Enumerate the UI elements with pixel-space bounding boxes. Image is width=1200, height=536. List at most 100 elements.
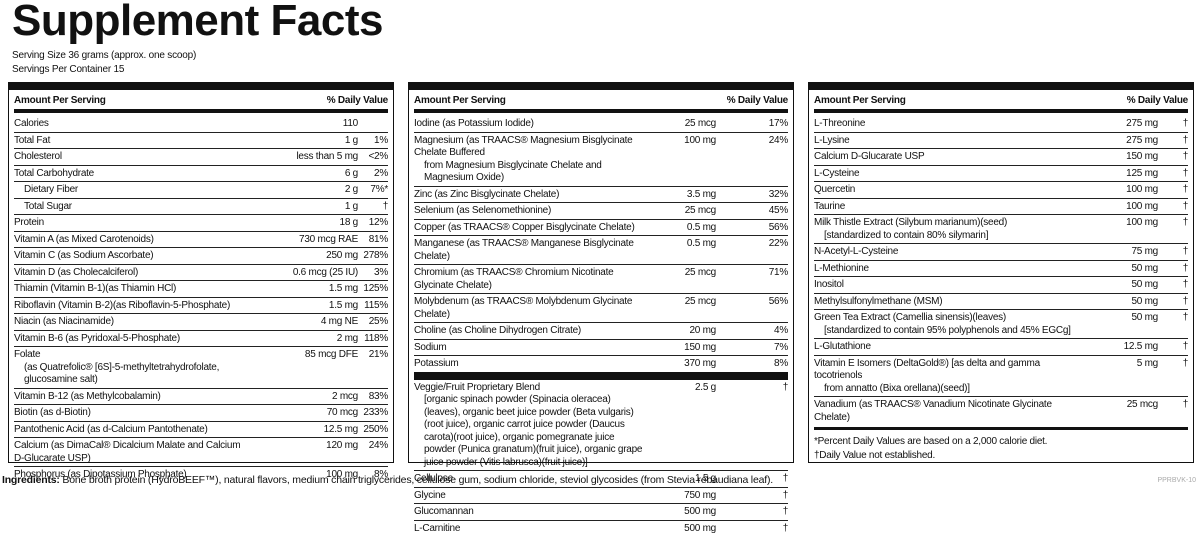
amount: 150 mg xyxy=(1078,151,1158,164)
amount: 500 mg xyxy=(646,523,716,536)
amount: 12.5 mg xyxy=(1078,341,1158,354)
nutrient-row: Vanadium (as TRAACS® Vanadium Nicotinate… xyxy=(814,397,1188,425)
amount: 1 g xyxy=(248,201,358,214)
nutrient-row: Calcium (as DimaCal® Dicalcium Malate an… xyxy=(14,438,388,467)
nutrient-name: Protein xyxy=(14,217,248,230)
nutrient-row: Pantothenic Acid (as d-Calcium Pantothen… xyxy=(14,422,388,439)
nutrient-name: Cholesterol xyxy=(14,151,248,164)
nutrient-name: Vitamin A (as Mixed Carotenoids) xyxy=(14,234,248,247)
nutrient-name: Milk Thistle Extract (Silybum marianum)(… xyxy=(814,217,1078,242)
daily-value: 1% xyxy=(358,135,388,148)
ingredients-text: Bone broth protein (HydroBEEF™), natural… xyxy=(62,474,773,486)
amount: 1.5 mg xyxy=(248,283,358,296)
amount: 370 mg xyxy=(646,358,716,371)
amount: 6 g xyxy=(248,168,358,181)
nutrient-name: Vitamin B-6 (as Pyridoxal-5-Phosphate) xyxy=(14,333,248,346)
name-text: Vitamin D (as Cholecalciferol) xyxy=(14,267,248,280)
nutrient-name: Dietary Fiber xyxy=(14,184,248,197)
name-text: Milk Thistle Extract (Silybum marianum)(… xyxy=(814,217,1078,230)
nutrient-name: Methylsulfonylmethane (MSM) xyxy=(814,296,1078,309)
code: PPRBVK-10 xyxy=(1157,477,1196,484)
nutrient-name: Total Fat xyxy=(14,135,248,148)
footnote: *Percent Daily Values are based on a 2,0… xyxy=(814,435,1188,449)
nutrient-name: Choline (as Choline Dihydrogen Citrate) xyxy=(414,325,646,338)
daily-value: † xyxy=(1158,201,1188,214)
title: Supplement Facts xyxy=(12,0,383,46)
daily-value: † xyxy=(1158,184,1188,197)
amount: 50 mg xyxy=(1078,296,1158,309)
name-text: Glucomannan xyxy=(414,506,646,519)
nutrient-row: Chromium (as TRAACS® Chromium Nicotinate… xyxy=(414,265,788,294)
nutrient-row: Magnesium (as TRAACS® Magnesium Bisglyci… xyxy=(414,133,788,187)
daily-value: 81% xyxy=(358,234,388,247)
name-text: Methylsulfonylmethane (MSM) xyxy=(814,296,1078,309)
amount: 125 mg xyxy=(1078,168,1158,181)
nutrient-name: Iodine (as Potassium Iodide) xyxy=(414,118,646,131)
dv-header: % Daily Value xyxy=(327,90,388,109)
column-header: Amount Per Serving% Daily Value xyxy=(14,90,388,113)
nutrient-row: Copper (as TRAACS® Copper Bisglycinate C… xyxy=(414,220,788,237)
name-text: Niacin (as Niacinamide) xyxy=(14,316,248,329)
nutrient-name: Vitamin B-12 (as Methylcobalamin) xyxy=(14,391,248,404)
amount: 50 mg xyxy=(1078,263,1158,276)
name-text: Magnesium (as TRAACS® Magnesium Bisglyci… xyxy=(414,135,646,160)
daily-value: 21% xyxy=(358,349,388,387)
daily-value: 56% xyxy=(716,222,788,235)
nutrient-name: Thiamin (Vitamin B-1)(as Thiamin HCl) xyxy=(14,283,248,296)
nutrient-row: Vitamin E Isomers (DeltaGold®) [as delta… xyxy=(814,356,1188,398)
nutrient-row: Veggie/Fruit Proprietary Blend[organic s… xyxy=(414,380,788,472)
amount: 0.5 mg xyxy=(646,222,716,235)
daily-value: 3% xyxy=(358,267,388,280)
name-text: Thiamin (Vitamin B-1)(as Thiamin HCl) xyxy=(14,283,248,296)
amount: 2 mg xyxy=(248,333,358,346)
name-detail: [organic spinach powder (Spinacia olerac… xyxy=(414,394,646,469)
amount: 100 mg xyxy=(1078,217,1158,242)
daily-value: † xyxy=(1158,312,1188,337)
nutrient-name: Folate(as Quatrefolic® [6S]-5-methyltetr… xyxy=(14,349,248,387)
name-text: Choline (as Choline Dihydrogen Citrate) xyxy=(414,325,646,338)
amount: 5 mg xyxy=(1078,358,1158,396)
daily-value: 7%* xyxy=(358,184,388,197)
name-detail: (as Quatrefolic® [6S]-5-methyltetrahydro… xyxy=(14,362,248,387)
daily-value: † xyxy=(1158,118,1188,131)
amount: 25 mcg xyxy=(1078,399,1158,424)
name-text: Selenium (as Selenomethionine) xyxy=(414,205,646,218)
name-text: Total Carbohydrate xyxy=(14,168,248,181)
amount: 0.6 mcg (25 IU) xyxy=(248,267,358,280)
nutrient-name: Selenium (as Selenomethionine) xyxy=(414,205,646,218)
name-detail: [standardized to contain 80% silymarin] xyxy=(814,230,1078,243)
footnotes: *Percent Daily Values are based on a 2,0… xyxy=(814,427,1188,463)
name-text: Zinc (as Zinc Bisglycinate Chelate) xyxy=(414,189,646,202)
nutrient-name: Quercetin xyxy=(814,184,1078,197)
amount: 275 mg xyxy=(1078,118,1158,131)
daily-value: † xyxy=(716,490,788,503)
nutrient-name: Taurine xyxy=(814,201,1078,214)
daily-value: † xyxy=(716,506,788,519)
nutrient-name: Niacin (as Niacinamide) xyxy=(14,316,248,329)
daily-value: † xyxy=(1158,168,1188,181)
name-text: Riboflavin (Vitamin B-2)(as Riboflavin-5… xyxy=(14,300,248,313)
nutrient-name: Pantothenic Acid (as d-Calcium Pantothen… xyxy=(14,424,248,437)
daily-value: † xyxy=(716,382,788,470)
nutrient-name: Potassium xyxy=(414,358,646,371)
name-text: Manganese (as TRAACS® Manganese Bisglyci… xyxy=(414,238,646,263)
name-text: Vitamin C (as Sodium Ascorbate) xyxy=(14,250,248,263)
nutrient-name: Manganese (as TRAACS® Manganese Bisglyci… xyxy=(414,238,646,263)
daily-value: † xyxy=(1158,246,1188,259)
nutrient-name: Chromium (as TRAACS® Chromium Nicotinate… xyxy=(414,267,646,292)
nutrient-name: L-Methionine xyxy=(814,263,1078,276)
